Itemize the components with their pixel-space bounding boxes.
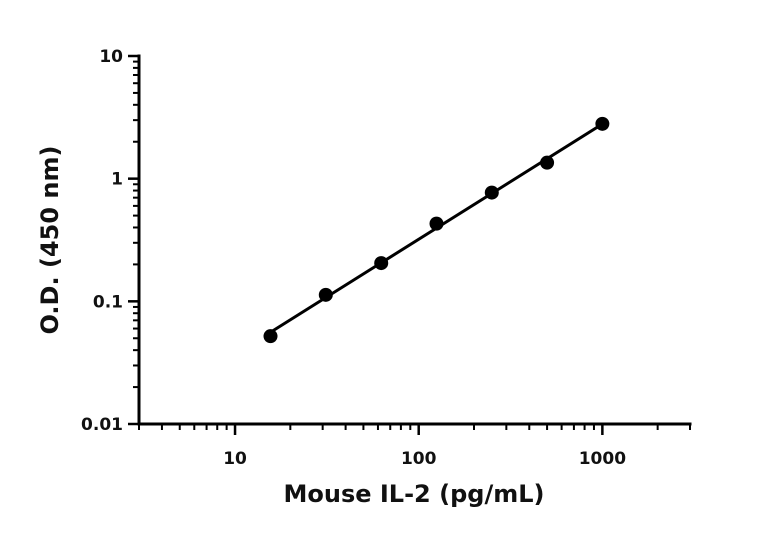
x-tick-label: 100 <box>401 449 437 469</box>
data-point <box>374 256 389 271</box>
x-tick-label: 10 <box>223 449 247 469</box>
y-tick-label: 1 <box>111 170 123 190</box>
y-tick-label: 0.01 <box>81 415 123 435</box>
data-point <box>540 155 555 170</box>
data-point <box>429 216 444 231</box>
data-point <box>263 329 278 344</box>
data-points-layer <box>263 116 610 344</box>
data-point <box>318 287 333 302</box>
x-axis-title: Mouse IL-2 (pg/mL) <box>284 480 545 508</box>
axes-layer: 0.01 0.1 1 10 10 100 1000 <box>81 47 692 469</box>
y-tick-label: 0.1 <box>93 292 123 312</box>
y-tick-label: 10 <box>99 47 123 67</box>
data-point <box>595 116 610 131</box>
x-tick-label: 1000 <box>579 449 626 469</box>
y-axis-title: O.D. (450 nm) <box>36 146 64 335</box>
data-point <box>484 185 499 200</box>
